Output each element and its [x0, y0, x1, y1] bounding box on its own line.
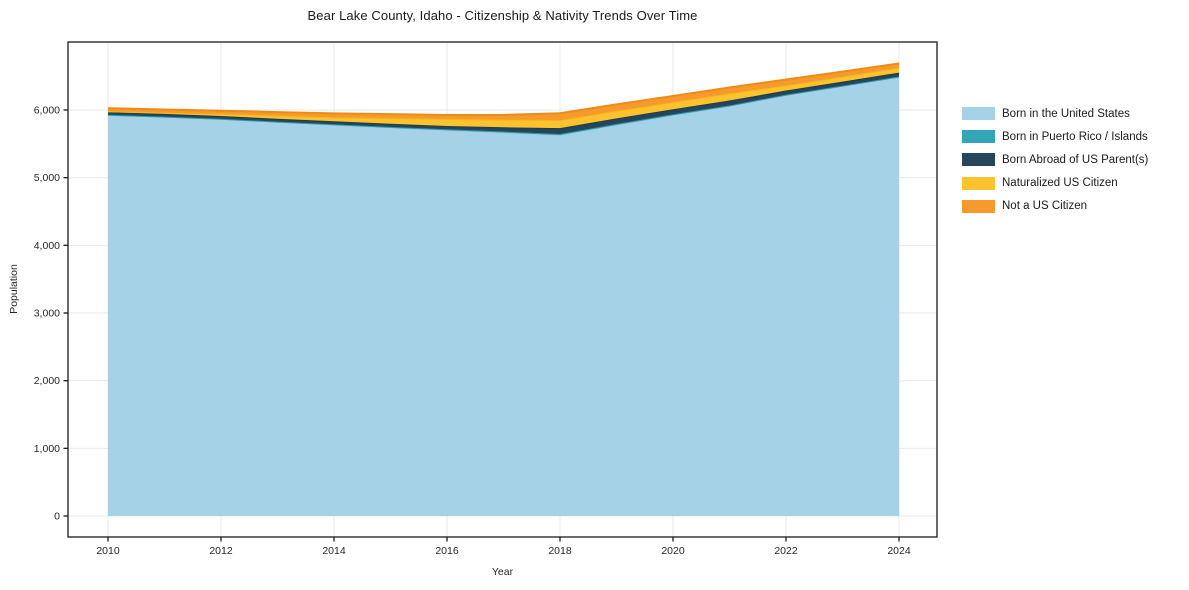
- y-tick-label: 6,000: [34, 105, 60, 117]
- plot-border: [67, 41, 938, 538]
- legend: Born in the United States Born in Puerto …: [962, 102, 1148, 218]
- x-tick-label: 2012: [209, 545, 233, 557]
- legend-label: Born in Puerto Rico / Islands: [1002, 130, 1148, 143]
- area-topline-4: [107, 62, 900, 116]
- legend-item: Not a US Citizen: [962, 195, 1148, 218]
- x-tick-label: 2024: [887, 545, 911, 557]
- area-series-3: [108, 67, 899, 129]
- legend-swatch: [962, 107, 995, 121]
- y-tick-label: 3,000: [34, 308, 60, 320]
- legend-label: Born in the United States: [1002, 107, 1130, 120]
- y-tick-label: 4,000: [34, 240, 60, 252]
- legend-item: Born in Puerto Rico / Islands: [962, 125, 1148, 148]
- legend-item: Born Abroad of US Parent(s): [962, 148, 1148, 171]
- y-tick-label: 2,000: [34, 375, 60, 387]
- legend-label: Naturalized US Citizen: [1002, 177, 1118, 190]
- area-series-0: [108, 76, 899, 517]
- legend-swatch: [962, 153, 995, 167]
- legend-swatch: [962, 176, 995, 190]
- x-tick-label: 2018: [548, 545, 572, 557]
- legend-item: Born in the United States: [962, 102, 1148, 125]
- area-series-4: [108, 63, 899, 121]
- legend-item: Naturalized US Citizen: [962, 172, 1148, 195]
- x-tick-label: 2014: [322, 545, 346, 557]
- legend-label: Not a US Citizen: [1002, 200, 1088, 213]
- y-tick-label: 1,000: [34, 443, 60, 455]
- x-axis-label: Year: [491, 566, 514, 578]
- y-tick-label: 5,000: [34, 172, 60, 184]
- x-tick-label: 2022: [774, 545, 798, 557]
- x-tick-label: 2016: [435, 545, 459, 557]
- legend-swatch: [962, 199, 995, 213]
- x-tick-label: 2010: [96, 545, 120, 557]
- chart-title: Bear Lake County, Idaho - Citizenship & …: [307, 8, 698, 23]
- y-tick-label: 0: [54, 511, 60, 523]
- x-tick-label: 2020: [661, 545, 685, 557]
- y-axis-label: Population: [8, 264, 20, 314]
- legend-swatch: [962, 130, 995, 144]
- legend-label: Born Abroad of US Parent(s): [1002, 153, 1149, 166]
